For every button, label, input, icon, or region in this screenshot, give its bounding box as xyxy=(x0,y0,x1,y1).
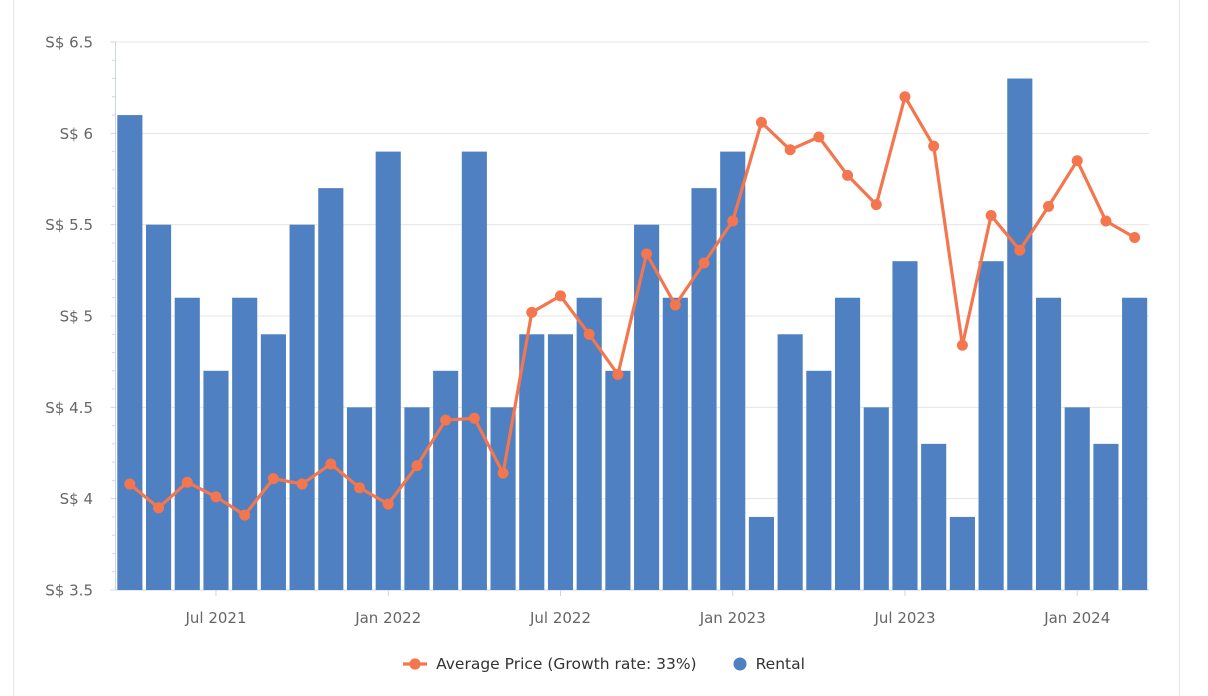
average-price-point-oct-2023[interactable] xyxy=(985,210,997,222)
average-price-point-aug-2022[interactable] xyxy=(583,328,595,340)
average-price-point-may-2023[interactable] xyxy=(842,169,854,181)
average-price-point-apr-2021[interactable] xyxy=(124,478,136,490)
rental-bar-jun-2023[interactable] xyxy=(863,407,889,590)
average-price-point-aug-2023[interactable] xyxy=(928,140,940,152)
legend-label-average-price: Average Price (Growth rate: 33%) xyxy=(436,655,697,673)
rental-bar-may-2023[interactable] xyxy=(835,297,861,590)
y-axis-label: S$ 6.5 xyxy=(45,34,93,52)
right-page-border xyxy=(1179,0,1180,696)
x-axis-label: Jan 2024 xyxy=(1043,609,1110,627)
rental-bar-aug-2023[interactable] xyxy=(921,443,947,590)
average-price-point-sep-2022[interactable] xyxy=(612,368,624,380)
rental-bar-aug-2022[interactable] xyxy=(576,297,602,590)
average-price-point-sep-2021[interactable] xyxy=(267,473,279,485)
legend-label-rental: Rental xyxy=(755,655,805,673)
rental-bar-jun-2022[interactable] xyxy=(519,334,545,590)
average-price-point-feb-2023[interactable] xyxy=(755,116,767,128)
rental-bar-nov-2023[interactable] xyxy=(1007,78,1033,591)
average-price-point-apr-2023[interactable] xyxy=(813,131,825,143)
rental-bar-jan-2024[interactable] xyxy=(1064,407,1090,590)
y-axis-label: S$ 4 xyxy=(60,490,93,508)
x-axis-label: Jul 2023 xyxy=(873,609,935,627)
average-price-point-jul-2022[interactable] xyxy=(554,290,566,302)
y-axis-label: S$ 3.5 xyxy=(45,582,93,600)
rental-bar-nov-2022[interactable] xyxy=(662,297,688,590)
average-price-point-nov-2022[interactable] xyxy=(669,299,681,311)
rental-bar-sep-2023[interactable] xyxy=(949,516,975,590)
rental-bar-feb-2024[interactable] xyxy=(1093,443,1119,590)
average-price-point-may-2022[interactable] xyxy=(497,467,509,479)
average-price-point-jun-2023[interactable] xyxy=(870,199,882,211)
x-axis-label: Jan 2022 xyxy=(354,609,421,627)
rental-bar-dec-2021[interactable] xyxy=(346,407,373,590)
rental-bar-oct-2021[interactable] xyxy=(289,224,315,590)
average-price-point-mar-2023[interactable] xyxy=(784,144,796,156)
left-page-border xyxy=(13,0,14,696)
rental-bar-dec-2023[interactable] xyxy=(1035,297,1062,590)
average-price-point-jan-2024[interactable] xyxy=(1071,155,1083,167)
line-marker-icon xyxy=(403,657,428,671)
x-axis-label: Jan 2023 xyxy=(699,609,766,627)
rental-bar-jun-2021[interactable] xyxy=(174,297,200,590)
average-price-point-oct-2022[interactable] xyxy=(641,248,653,260)
circle-marker-icon xyxy=(733,657,747,671)
average-price-point-dec-2021[interactable] xyxy=(354,482,366,494)
legend-item-rental[interactable]: Rental xyxy=(733,655,805,673)
rental-bar-apr-2022[interactable] xyxy=(461,151,487,590)
x-axis-label: Jul 2022 xyxy=(529,609,591,627)
legend-item-average-price[interactable]: Average Price (Growth rate: 33%) xyxy=(403,655,697,673)
y-axis-label: S$ 5 xyxy=(60,308,93,326)
average-price-point-mar-2022[interactable] xyxy=(440,414,452,426)
average-price-point-dec-2023[interactable] xyxy=(1043,200,1055,212)
x-axis-label: Jul 2021 xyxy=(184,609,246,627)
rental-bar-jan-2022[interactable] xyxy=(375,151,401,590)
rental-bar-sep-2021[interactable] xyxy=(260,334,286,590)
rental-bar-feb-2022[interactable] xyxy=(404,407,430,590)
y-axis-label: S$ 6 xyxy=(60,125,93,143)
rental-bar-oct-2022[interactable] xyxy=(634,224,660,590)
rental-bar-jul-2023[interactable] xyxy=(892,261,918,590)
rental-price-chart: S$ 6.5 S$ 6 S$ 5.5 S$ 5 S$ 4.5 S$ 4 S$ 3.5 Jul … xyxy=(45,34,1149,627)
rental-bar-oct-2023[interactable] xyxy=(978,261,1004,590)
average-price-point-mar-2024[interactable] xyxy=(1129,231,1141,243)
y-axis-label: S$ 4.5 xyxy=(45,399,93,417)
rental-bar-apr-2021[interactable] xyxy=(117,115,143,591)
average-price-point-dec-2022[interactable] xyxy=(698,257,710,269)
average-price-point-jun-2022[interactable] xyxy=(526,306,538,318)
rental-bar-mar-2023[interactable] xyxy=(777,334,803,590)
plot-area: S$ 6.5 S$ 6 S$ 5.5 S$ 5 S$ 4.5 S$ 4 S$ 3.5 Jul … xyxy=(45,34,1149,627)
average-price-point-aug-2021[interactable] xyxy=(239,509,251,521)
average-price-point-jul-2021[interactable] xyxy=(210,491,222,503)
rental-bar-jul-2022[interactable] xyxy=(547,334,574,590)
average-price-point-sep-2023[interactable] xyxy=(956,339,968,351)
average-price-point-oct-2021[interactable] xyxy=(296,478,308,490)
rental-bar-feb-2023[interactable] xyxy=(748,516,774,590)
average-price-point-jul-2023[interactable] xyxy=(899,91,911,103)
rental-bar-aug-2021[interactable] xyxy=(232,297,258,590)
rental-bar-mar-2022[interactable] xyxy=(433,370,459,590)
rental-bar-dec-2022[interactable] xyxy=(691,188,717,590)
rental-bar-nov-2021[interactable] xyxy=(318,188,344,590)
average-price-point-jan-2022[interactable] xyxy=(382,498,394,510)
rental-bar-apr-2023[interactable] xyxy=(806,370,832,590)
average-price-point-nov-2023[interactable] xyxy=(1014,244,1026,256)
average-price-point-apr-2022[interactable] xyxy=(468,412,480,424)
rental-bar-jul-2021[interactable] xyxy=(203,370,229,590)
average-price-point-jan-2023[interactable] xyxy=(727,215,739,227)
legend: Average Price (Growth rate: 33%) Rental xyxy=(0,647,1208,681)
average-price-point-may-2021[interactable] xyxy=(153,502,165,514)
y-axis-label: S$ 5.5 xyxy=(45,216,93,234)
average-price-point-jun-2021[interactable] xyxy=(181,476,193,488)
average-price-point-feb-2022[interactable] xyxy=(411,460,423,472)
rental-bar-sep-2022[interactable] xyxy=(605,370,631,590)
average-price-point-feb-2024[interactable] xyxy=(1100,215,1112,227)
rental-bar-mar-2024[interactable] xyxy=(1122,297,1148,590)
rental-bar-may-2022[interactable] xyxy=(490,407,516,590)
rental-bar-may-2021[interactable] xyxy=(146,224,172,590)
average-price-point-nov-2021[interactable] xyxy=(325,458,337,470)
